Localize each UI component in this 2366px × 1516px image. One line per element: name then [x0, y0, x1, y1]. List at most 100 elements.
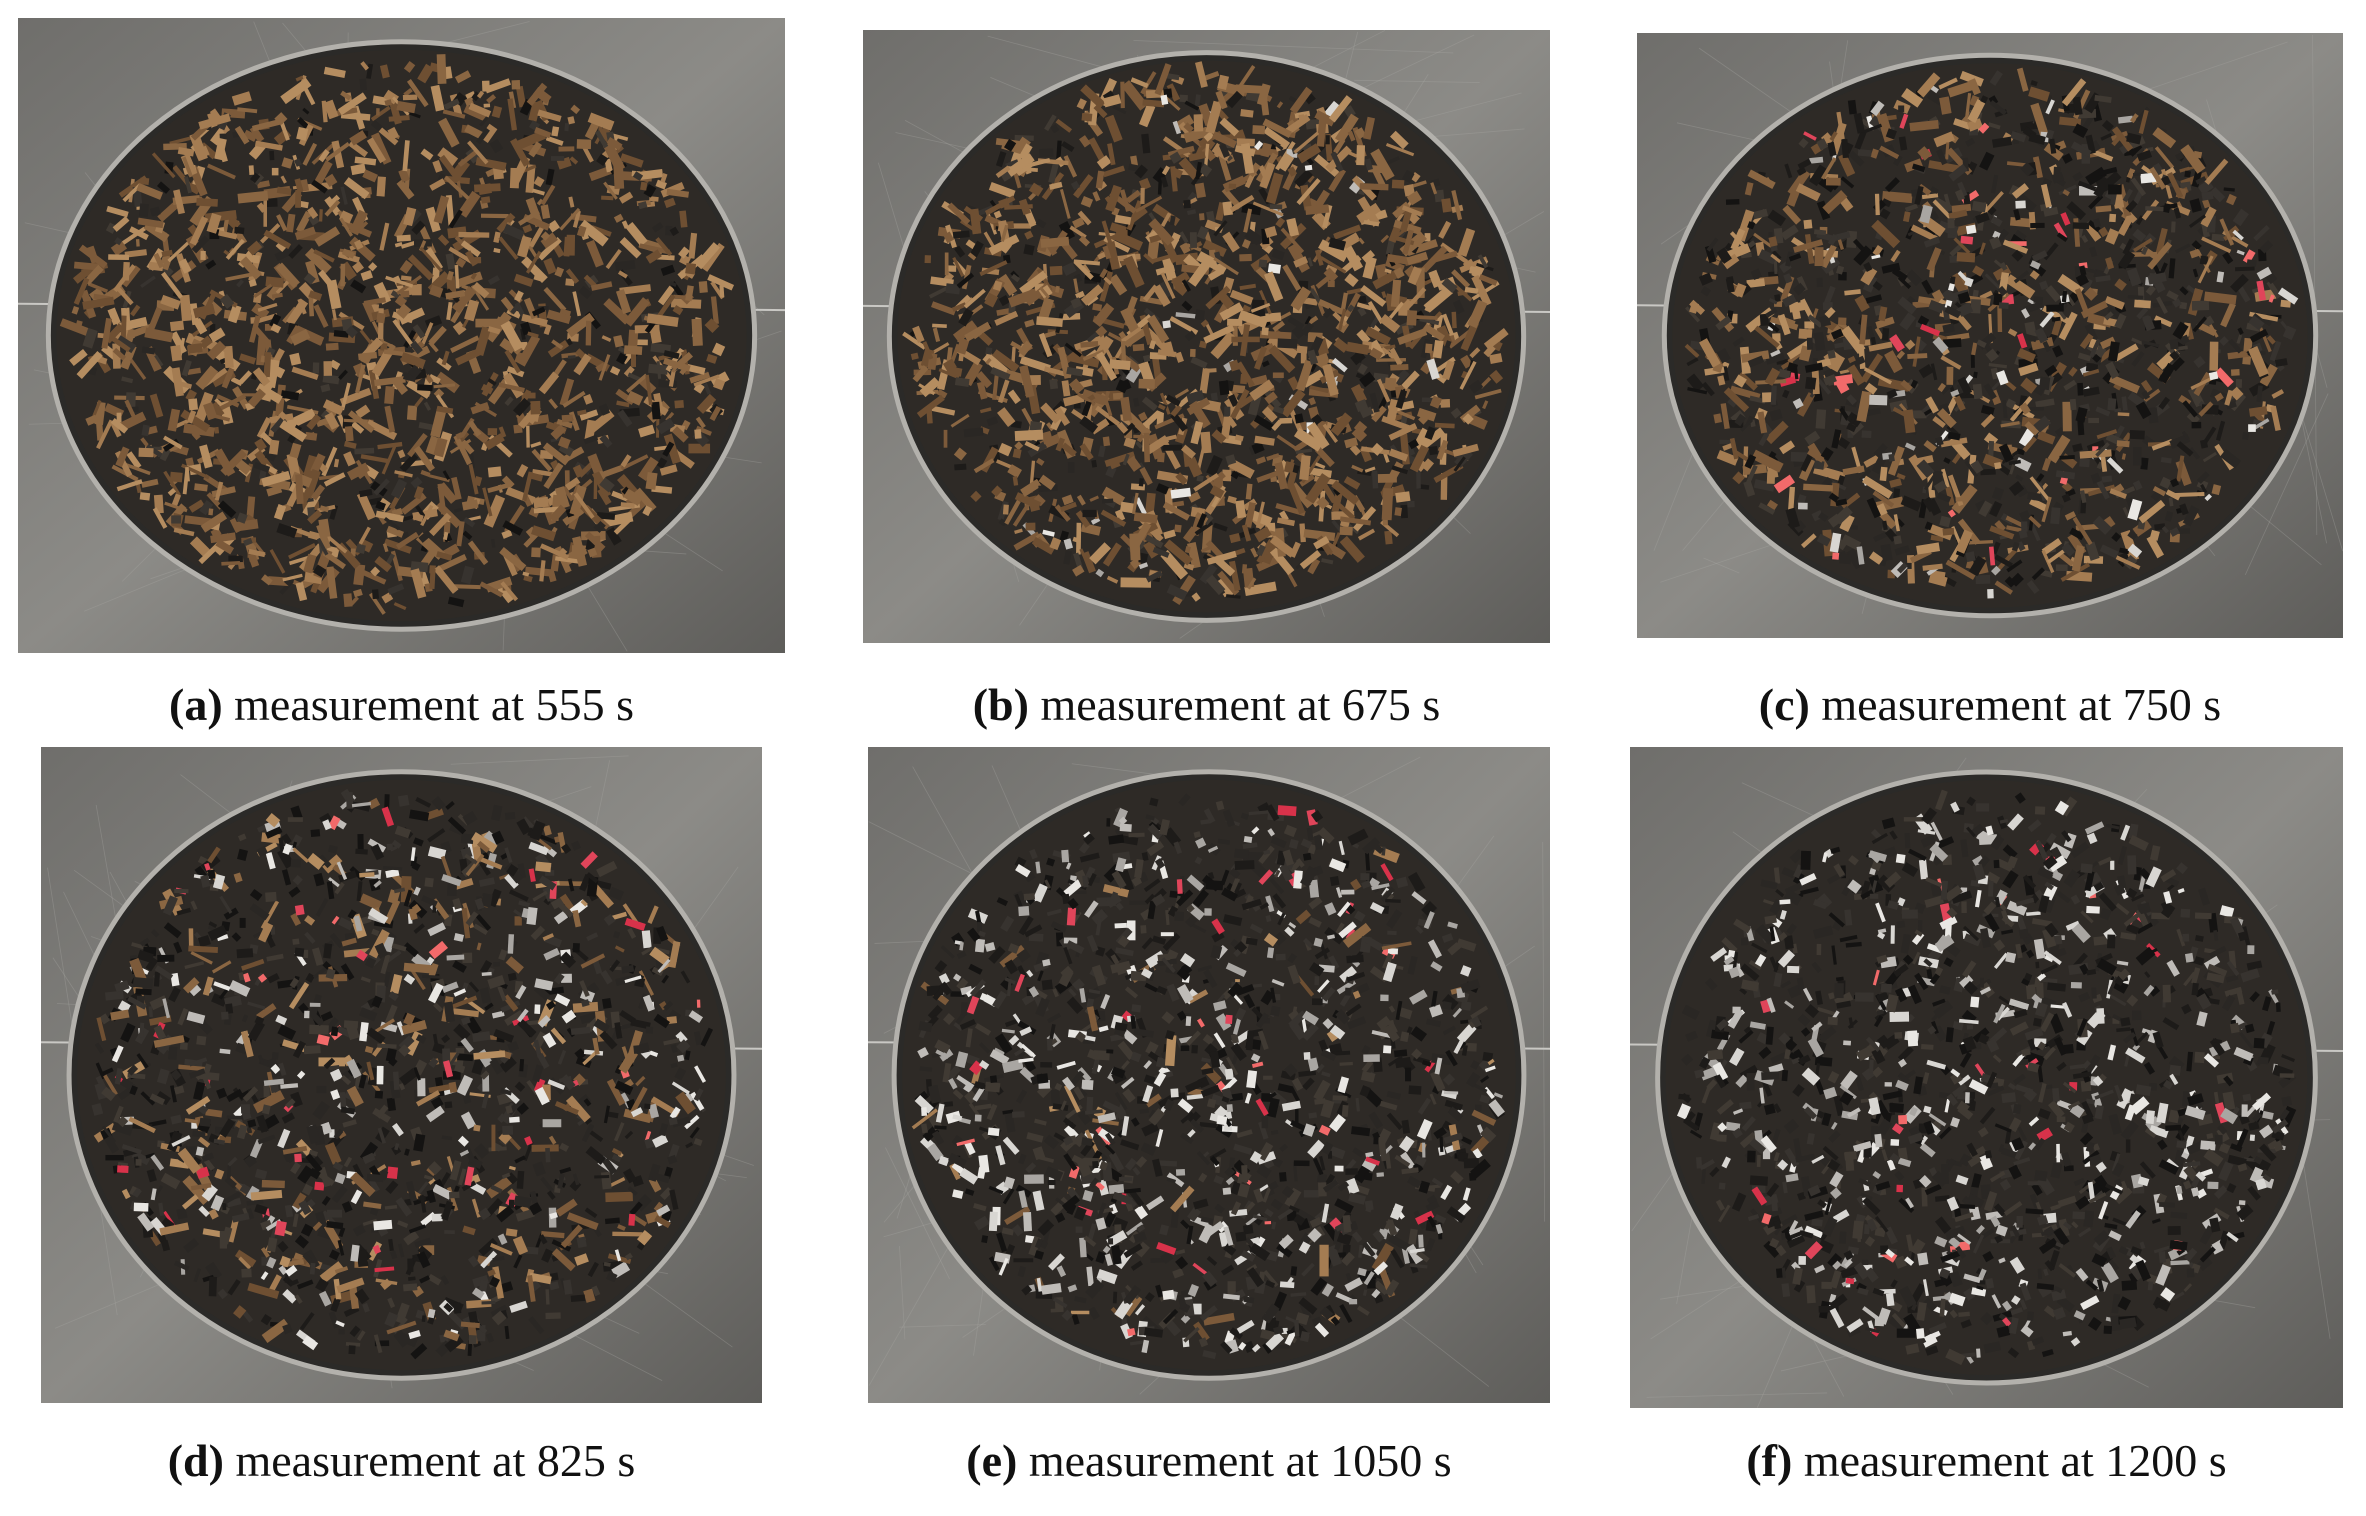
chip: [1181, 444, 1197, 459]
chip: [398, 168, 410, 183]
chip: [1266, 453, 1280, 461]
chip: [1379, 314, 1401, 334]
chip: [2169, 527, 2180, 537]
chip: [1184, 545, 1191, 554]
chip: [711, 342, 726, 357]
chip: [323, 472, 346, 487]
caption: (b) measurement at 675 s: [863, 677, 1550, 733]
chip: [443, 98, 460, 111]
chip: [1389, 347, 1403, 366]
chip: [1373, 372, 1389, 384]
chip: [1467, 299, 1488, 329]
chip: [473, 183, 501, 193]
chip: [1970, 460, 1984, 474]
chip: [1181, 279, 1192, 292]
chip: [694, 429, 702, 439]
chip: [121, 265, 141, 288]
chip: [1115, 379, 1130, 394]
chip: [323, 361, 333, 376]
chip: [613, 161, 625, 189]
chip: [2099, 336, 2116, 350]
chip: [994, 310, 1019, 326]
chip: [1386, 253, 1411, 265]
chip: [1926, 498, 1942, 516]
chip: [141, 478, 159, 488]
chip: [1939, 96, 1952, 115]
chip: [620, 454, 632, 468]
chip: [123, 462, 151, 476]
chip: [1224, 396, 1245, 421]
chip: [613, 334, 624, 348]
chip: [1095, 325, 1108, 338]
chip: [1241, 238, 1251, 249]
chip: [263, 352, 272, 378]
chip: [2153, 264, 2162, 277]
chip: [2191, 170, 2202, 188]
chip: [1331, 480, 1360, 506]
chip: [551, 1248, 576, 1272]
chip: [590, 225, 612, 237]
chip: [1166, 584, 1188, 601]
chip: [2072, 222, 2090, 230]
chip: [272, 365, 286, 379]
chip: [1245, 483, 1253, 500]
chip: [696, 393, 717, 414]
chip: [2084, 323, 2099, 343]
chip: [2147, 241, 2173, 270]
chip: [1100, 509, 1127, 527]
chip: [480, 213, 509, 219]
chip: [2058, 116, 2082, 127]
chip: [1452, 299, 1465, 315]
chip: [1325, 264, 1338, 274]
chip: [475, 318, 506, 328]
chip: [2104, 311, 2114, 321]
chip: [238, 1089, 252, 1100]
chip: [2164, 510, 2174, 522]
chip: [1944, 305, 1962, 319]
chip: [391, 376, 409, 395]
chip: [554, 266, 565, 278]
chip: [669, 281, 677, 287]
chip: [522, 471, 533, 502]
chip: [1754, 325, 1780, 349]
chip: [995, 165, 1011, 179]
chip: [247, 388, 266, 408]
chip: [472, 1031, 491, 1043]
chip: [2147, 272, 2167, 285]
chip: [2045, 99, 2055, 115]
chip: [2134, 299, 2151, 309]
chip: [1809, 164, 1828, 187]
chip: [586, 239, 604, 268]
chip: [229, 517, 242, 534]
chip: [363, 948, 381, 967]
chip: [2096, 479, 2110, 500]
chip: [453, 1185, 460, 1193]
chip: [1309, 385, 1329, 394]
chip: [1049, 265, 1063, 276]
chip: [1874, 327, 1885, 340]
chip: [184, 176, 192, 194]
chip: [304, 431, 318, 441]
chip: [576, 139, 592, 150]
panel-label: (c): [1758, 679, 1810, 730]
chip: [1269, 535, 1296, 558]
chip: [1979, 242, 1986, 255]
chip: [375, 500, 386, 511]
chip: [919, 377, 941, 398]
chip: [400, 290, 410, 298]
chip: [1073, 259, 1094, 280]
chip: [2028, 515, 2042, 529]
chip: [1438, 220, 1452, 239]
chip: [1785, 251, 1793, 267]
chip: [170, 1114, 183, 1125]
chip: [1918, 364, 1934, 379]
chip: [1380, 234, 1390, 244]
chip: [2121, 453, 2127, 460]
chip: [2180, 144, 2206, 174]
chip: [1989, 70, 2003, 86]
chip: [2180, 334, 2190, 345]
chip: [1424, 304, 1433, 313]
chip: [1716, 348, 1731, 364]
chip: [1012, 502, 1031, 527]
chip: [2200, 206, 2217, 228]
